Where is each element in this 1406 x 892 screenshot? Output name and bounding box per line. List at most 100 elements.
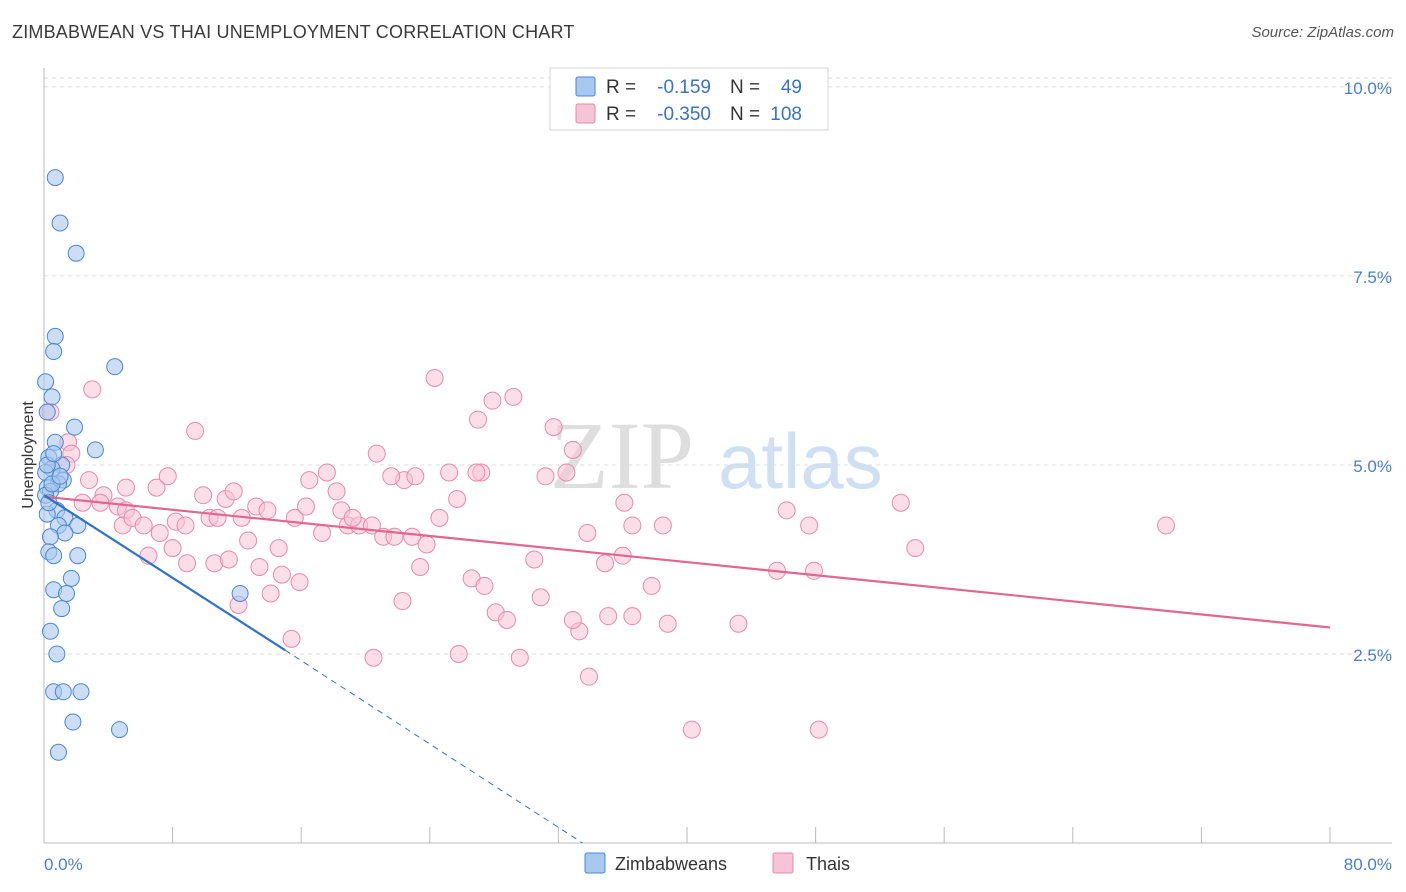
thais-point [186, 421, 205, 440]
thais-point [367, 444, 386, 463]
zimbabweans-point [69, 547, 87, 565]
thais-point [364, 648, 383, 667]
zimbabweans-point [41, 622, 59, 640]
thais-point [475, 576, 494, 595]
thais-point [449, 644, 468, 663]
thais-point [176, 516, 195, 535]
zimbabweans-point [231, 584, 249, 602]
thais-point [615, 493, 634, 512]
zimbabweans-point [86, 441, 104, 459]
zimbabweans-point [43, 388, 61, 406]
zimbabweans-point [56, 524, 74, 542]
thais-point [1157, 516, 1176, 535]
zimbabweans-point [46, 327, 64, 345]
legend-box [549, 67, 829, 131]
thais-point [658, 614, 677, 633]
zimbabweans-point [45, 445, 63, 463]
thais-point [269, 539, 288, 558]
thais-point [224, 482, 243, 501]
thais-point [891, 493, 910, 512]
thais-point [800, 516, 819, 535]
thais-point [653, 516, 672, 535]
zimbabweans-point [49, 743, 67, 761]
thais-point [563, 610, 582, 629]
bottom-legend-label-thais: Thais [806, 854, 850, 874]
bottom-legend-swatch-zimbabweans [584, 852, 606, 874]
thais-point [208, 508, 227, 527]
zimbabweans-point [72, 683, 90, 701]
thais-point [150, 524, 169, 542]
thais-point [258, 501, 277, 520]
thais-point [327, 482, 346, 501]
thais-point [317, 463, 336, 482]
thais-point [544, 418, 563, 437]
y-tick-label-3: 10.0% [1344, 79, 1392, 98]
thais-point [116, 478, 135, 497]
thais-point [417, 535, 436, 554]
thais-point [163, 539, 182, 558]
thais-point [642, 576, 661, 595]
thais-point [809, 720, 828, 739]
legend-swatch-zimbabweans [575, 76, 596, 97]
legend-n-value-thais: 108 [770, 104, 802, 125]
series-legend: Zimbabweans Thais [584, 852, 850, 874]
thais-points [41, 369, 1176, 739]
thais-point [596, 554, 615, 573]
thais-point [403, 527, 422, 546]
thais-point [525, 550, 544, 569]
thais-point [272, 565, 291, 584]
thais-point [682, 720, 701, 739]
thais-point [178, 554, 197, 573]
thais-point [425, 369, 444, 387]
thais-point [579, 667, 598, 686]
zimbabweans-point [66, 418, 84, 436]
thais-point [134, 516, 153, 535]
thais-point [297, 497, 316, 516]
legend-swatch-thais [575, 103, 596, 124]
thais-point [623, 516, 642, 535]
legend-r-label-2: R = [606, 104, 636, 125]
x-tick-label-min: 0.0% [44, 855, 83, 874]
zimbabweans-point [38, 403, 56, 421]
thais-point [483, 391, 502, 410]
watermark-atlas: atlas [718, 417, 883, 505]
thais-point [250, 558, 269, 577]
zimbabweans-point [54, 683, 72, 701]
legend-r-value-zimbabweans: -0.159 [657, 77, 711, 98]
thais-point [804, 561, 823, 580]
thais-point [531, 588, 550, 607]
y-tick-label-2: 7.5% [1353, 268, 1392, 287]
x-axis-ticks [43, 827, 1331, 843]
thais-point [194, 486, 213, 505]
x-tick-label-max: 80.0% [1344, 855, 1392, 874]
thais-point [343, 508, 362, 527]
thais-point [448, 489, 467, 508]
thais-point [282, 629, 301, 648]
zimbabweans-point [46, 169, 64, 187]
thais-point [83, 380, 102, 399]
legend-r-value-thais: -0.350 [657, 104, 711, 125]
y-axis-label: Unemployment [20, 401, 37, 509]
thais-point [578, 524, 597, 542]
y-axis-tick-labels: 2.5% 5.0% 7.5% 10.0% [1344, 79, 1392, 665]
thais-point [623, 607, 642, 626]
thais-point [497, 610, 516, 629]
correlation-legend: R = -0.159 N = 49 R = -0.350 N = 108 [549, 67, 829, 131]
thais-point [406, 467, 425, 486]
thais-point [599, 607, 618, 626]
thais-point [469, 410, 488, 429]
zimbabweans-trend-line [43, 494, 286, 652]
zimbabweans-point [111, 721, 129, 739]
zimbabweans-trend-extension [284, 649, 583, 844]
bottom-legend-label-zimbabweans: Zimbabweans [615, 854, 727, 874]
thais-point [510, 648, 529, 667]
thais-point [777, 501, 796, 520]
thais-point [147, 478, 166, 497]
thais-point [467, 463, 486, 482]
thais-point [504, 387, 523, 406]
chart-source: Source: ZipAtlas.com [1251, 24, 1394, 41]
legend-r-label-1: R = [606, 77, 636, 98]
thais-point [557, 463, 576, 482]
zimbabweans-point [64, 713, 82, 731]
